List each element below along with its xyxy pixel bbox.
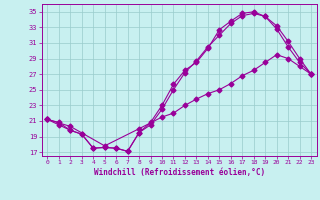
X-axis label: Windchill (Refroidissement éolien,°C): Windchill (Refroidissement éolien,°C) xyxy=(94,168,265,177)
